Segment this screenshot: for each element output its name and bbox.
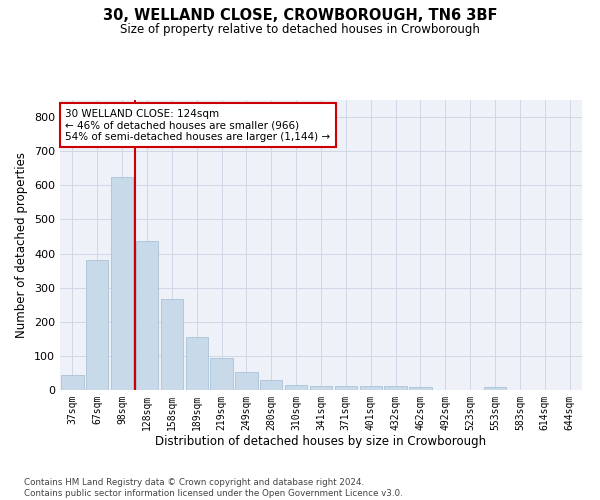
Bar xyxy=(359,386,382,390)
Text: Distribution of detached houses by size in Crowborough: Distribution of detached houses by size … xyxy=(155,435,487,448)
Bar xyxy=(211,358,233,390)
Bar xyxy=(335,386,357,390)
Bar xyxy=(260,380,283,390)
Bar xyxy=(285,384,307,390)
Bar xyxy=(310,386,332,390)
Bar xyxy=(111,177,133,390)
Bar xyxy=(161,298,183,390)
Bar xyxy=(61,376,83,390)
Text: Contains HM Land Registry data © Crown copyright and database right 2024.
Contai: Contains HM Land Registry data © Crown c… xyxy=(24,478,403,498)
Text: 30 WELLAND CLOSE: 124sqm
← 46% of detached houses are smaller (966)
54% of semi-: 30 WELLAND CLOSE: 124sqm ← 46% of detach… xyxy=(65,108,331,142)
Bar xyxy=(136,240,158,390)
Bar xyxy=(409,388,431,390)
Bar xyxy=(185,337,208,390)
Text: 30, WELLAND CLOSE, CROWBOROUGH, TN6 3BF: 30, WELLAND CLOSE, CROWBOROUGH, TN6 3BF xyxy=(103,8,497,22)
Bar xyxy=(86,260,109,390)
Text: Size of property relative to detached houses in Crowborough: Size of property relative to detached ho… xyxy=(120,22,480,36)
Bar xyxy=(484,388,506,390)
Y-axis label: Number of detached properties: Number of detached properties xyxy=(16,152,28,338)
Bar xyxy=(235,372,257,390)
Bar xyxy=(385,386,407,390)
